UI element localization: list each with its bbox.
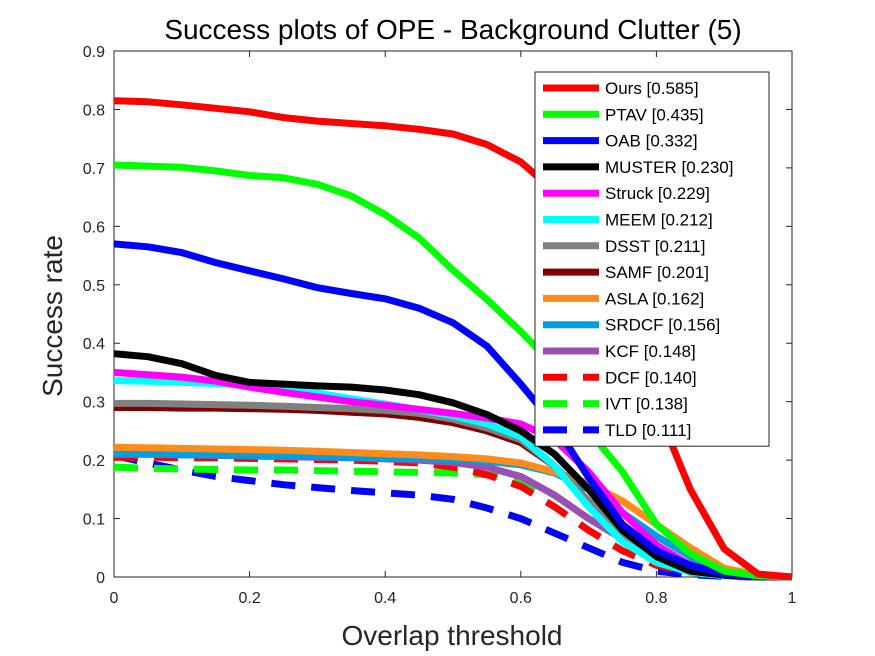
legend-entry: ASLA [0.162] bbox=[605, 289, 704, 308]
legend-entry: TLD [0.111] bbox=[605, 421, 691, 440]
legend-entry: Ours [0.585] bbox=[605, 79, 699, 98]
legend-box bbox=[534, 71, 770, 447]
legend-entry: DSST [0.211] bbox=[605, 237, 705, 256]
y-axis-label: Success rate bbox=[37, 235, 68, 397]
y-tick-label: 0.2 bbox=[83, 453, 105, 470]
legend-entry: IVT [0.138] bbox=[605, 395, 688, 414]
y-tick-label: 0.7 bbox=[83, 161, 105, 178]
series-line-12 bbox=[113, 463, 793, 581]
legend-entry: OAB [0.332] bbox=[605, 132, 698, 151]
x-axis-label: Overlap threshold bbox=[341, 620, 562, 651]
y-tick-label: 0.3 bbox=[83, 395, 105, 412]
x-tick-label: 0.8 bbox=[645, 590, 667, 607]
plot-area: 0 0.2 0.4 0.6 0.8 1 0 0.1 0.2 0.3 0.4 0.5 0.6 0.7 0.8 0… bbox=[83, 44, 797, 607]
series-line-11 bbox=[114, 453, 792, 581]
legend-entry: SAMF [0.201] bbox=[605, 263, 709, 282]
y-tick-label: 0.6 bbox=[83, 219, 105, 236]
legend-entry: MUSTER [0.230] bbox=[605, 158, 734, 177]
x-tick-label: 0.4 bbox=[374, 590, 396, 607]
chart-title: Success plots of OPE - Background Clutte… bbox=[164, 14, 741, 45]
y-tick-label: 0.1 bbox=[83, 512, 105, 529]
y-tick-label: 0 bbox=[96, 570, 105, 587]
y-tick-label: 0.4 bbox=[83, 336, 105, 353]
series-line-13 bbox=[113, 451, 792, 581]
x-tick-label: 0.2 bbox=[238, 590, 260, 607]
legend-entry: SRDCF [0.156] bbox=[605, 316, 720, 335]
y-tick-label: 0.8 bbox=[83, 102, 105, 119]
x-tick-label: 0 bbox=[110, 590, 119, 607]
x-tick-label: 0.6 bbox=[510, 590, 532, 607]
series-line-0 bbox=[113, 97, 793, 581]
legend-entry: PTAV [0.435] bbox=[605, 105, 704, 124]
legend-entry: KCF [0.148] bbox=[605, 342, 696, 361]
x-tick-label: 1 bbox=[788, 590, 797, 607]
series-line-1 bbox=[113, 161, 793, 581]
legend-entry: MEEM [0.212] bbox=[605, 211, 713, 230]
series-line-3 bbox=[113, 350, 792, 581]
plot-frame bbox=[113, 50, 793, 578]
legend-entry: DCF [0.140] bbox=[605, 368, 697, 387]
y-tick-label: 0.9 bbox=[83, 44, 105, 61]
y-tick-label: 0.5 bbox=[83, 278, 105, 295]
legend-entry: Struck [0.229] bbox=[605, 184, 710, 203]
series-line-2 bbox=[113, 240, 793, 581]
